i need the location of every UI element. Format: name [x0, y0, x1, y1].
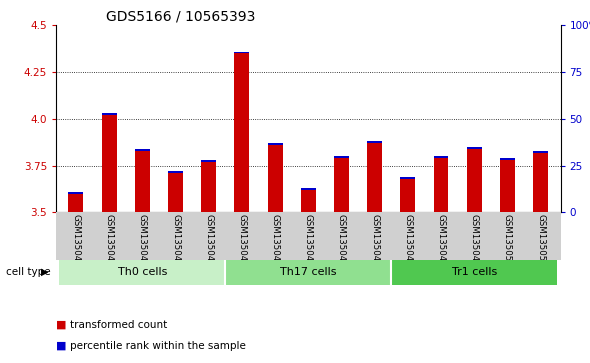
Bar [434, 156, 448, 158]
Bar [68, 192, 83, 194]
Bar [201, 162, 216, 212]
Text: GSM1350487: GSM1350487 [71, 214, 80, 272]
Bar [234, 52, 250, 53]
Text: GSM1350495: GSM1350495 [337, 214, 346, 272]
Bar [500, 160, 515, 212]
Bar [401, 177, 415, 179]
Bar [301, 188, 316, 190]
Bar [500, 158, 515, 160]
Text: GSM1350501: GSM1350501 [536, 214, 545, 272]
Text: GSM1350491: GSM1350491 [204, 214, 213, 272]
Bar [168, 171, 183, 173]
Text: GSM1350489: GSM1350489 [138, 214, 147, 272]
Bar [401, 179, 415, 212]
Text: GSM1350499: GSM1350499 [470, 214, 478, 272]
Text: Th17 cells: Th17 cells [280, 267, 336, 277]
Text: Th0 cells: Th0 cells [117, 267, 167, 277]
Bar [135, 149, 150, 151]
Bar [467, 147, 481, 149]
Text: GSM1350488: GSM1350488 [104, 214, 114, 272]
Bar [334, 158, 349, 212]
Bar [301, 190, 316, 212]
Bar [60, 260, 225, 285]
Bar [268, 145, 283, 212]
Text: GSM1350496: GSM1350496 [370, 214, 379, 272]
Text: GSM1350490: GSM1350490 [171, 214, 180, 272]
Bar [367, 143, 382, 212]
Text: GSM1350500: GSM1350500 [503, 214, 512, 272]
Bar [533, 151, 548, 152]
Bar [234, 53, 250, 212]
Text: ▶: ▶ [41, 266, 48, 277]
Text: ■: ■ [56, 320, 67, 330]
Text: GSM1350497: GSM1350497 [404, 214, 412, 272]
Text: ■: ■ [56, 341, 67, 351]
Bar [101, 115, 117, 212]
Text: transformed count: transformed count [70, 320, 167, 330]
Text: Tr1 cells: Tr1 cells [451, 267, 497, 277]
Bar [367, 141, 382, 143]
Text: GSM1350493: GSM1350493 [271, 214, 280, 272]
Text: percentile rank within the sample: percentile rank within the sample [70, 341, 245, 351]
Text: GSM1350498: GSM1350498 [437, 214, 445, 272]
Bar [68, 194, 83, 212]
Bar [391, 260, 557, 285]
Bar [101, 113, 117, 115]
Bar [225, 260, 391, 285]
Bar [135, 151, 150, 212]
Bar [434, 158, 448, 212]
Text: GDS5166 / 10565393: GDS5166 / 10565393 [106, 9, 255, 23]
Bar [334, 156, 349, 158]
Bar [168, 173, 183, 212]
Text: cell type: cell type [6, 266, 51, 277]
Text: GSM1350492: GSM1350492 [237, 214, 247, 272]
Bar [467, 149, 481, 212]
Bar [268, 143, 283, 145]
Bar [201, 160, 216, 162]
Bar [533, 152, 548, 212]
Text: GSM1350494: GSM1350494 [304, 214, 313, 272]
